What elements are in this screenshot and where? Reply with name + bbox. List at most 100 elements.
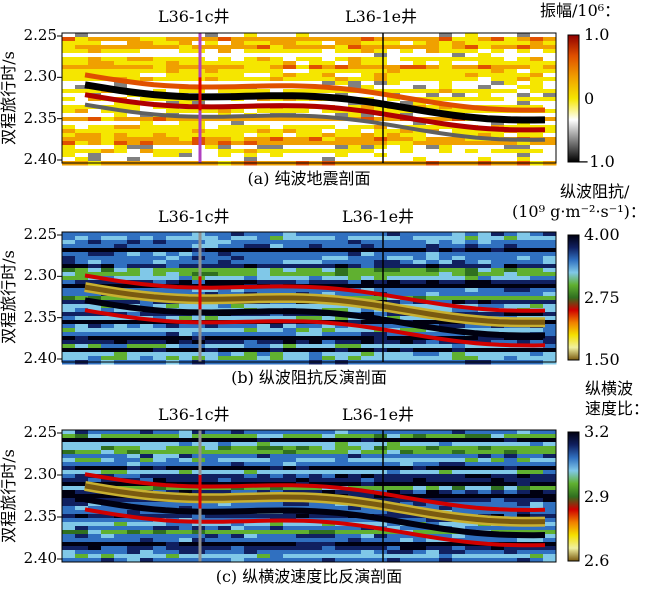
section-cell <box>231 280 245 285</box>
section-cell <box>387 522 401 527</box>
section-cell <box>465 93 479 98</box>
section-cell <box>127 73 141 78</box>
section-cell <box>244 288 258 293</box>
section-cell <box>439 45 453 50</box>
section-cell <box>283 272 297 277</box>
section-cell <box>166 438 180 443</box>
section-cell <box>374 478 388 483</box>
section-cell <box>218 478 232 483</box>
section-cell <box>270 470 284 475</box>
section-cell <box>283 89 297 94</box>
section-cell <box>257 53 271 58</box>
section-cell <box>75 49 89 54</box>
section-cell <box>413 125 427 130</box>
section-cell <box>543 57 557 62</box>
section-cell <box>426 145 440 150</box>
section-cell <box>309 248 323 253</box>
section-cell <box>283 73 297 78</box>
section-cell <box>88 522 102 527</box>
section-cell <box>75 344 89 349</box>
section-cell <box>309 340 323 345</box>
section-cell <box>348 57 362 62</box>
section-cell <box>374 137 388 142</box>
section-cell <box>75 244 89 249</box>
section-cell <box>270 45 284 50</box>
section-cell <box>491 442 505 447</box>
section-frame <box>61 231 557 363</box>
section-cell <box>517 312 531 317</box>
section-cell <box>166 502 180 507</box>
section-cell <box>153 260 167 265</box>
section-cell <box>413 336 427 341</box>
section-cell <box>309 137 323 142</box>
section-cell <box>296 256 310 261</box>
section-cell <box>517 256 531 261</box>
section-cell <box>270 288 284 293</box>
section-cell <box>257 438 271 443</box>
section-cell <box>257 81 271 86</box>
section-cell <box>166 336 180 341</box>
section-cell <box>101 478 115 483</box>
section-cell <box>153 45 167 50</box>
section-cell <box>153 145 167 150</box>
section-cell <box>361 284 375 289</box>
section-cell <box>322 109 336 114</box>
section-cell <box>348 105 362 110</box>
section-cell <box>322 502 336 507</box>
section-cell <box>465 458 479 463</box>
section-cell <box>426 264 440 269</box>
section-cell <box>218 69 232 74</box>
section-cell <box>465 280 479 285</box>
section-cell <box>465 356 479 361</box>
section-cell <box>478 494 492 499</box>
section-cell <box>491 41 505 46</box>
section-cell <box>283 522 297 527</box>
section-cell <box>322 344 336 349</box>
section-cell <box>114 450 128 455</box>
section-cell <box>504 312 518 317</box>
section-cell <box>335 442 349 447</box>
section-cell <box>179 466 193 471</box>
section-cell <box>75 145 89 150</box>
section-cell <box>88 458 102 463</box>
section-cell <box>114 554 128 559</box>
section-cell <box>140 324 154 329</box>
section-cell <box>426 356 440 361</box>
section-cell <box>517 260 531 265</box>
section-cell <box>322 550 336 555</box>
section-cell <box>257 272 271 277</box>
section-cell <box>504 268 518 273</box>
section-cell <box>231 530 245 535</box>
section-cell <box>439 546 453 551</box>
horizon-band <box>84 507 546 548</box>
section-cell <box>491 268 505 273</box>
section-cell <box>491 284 505 289</box>
section-cell <box>465 109 479 114</box>
section-cell <box>387 348 401 353</box>
section-cell <box>270 268 284 273</box>
section-cell <box>218 554 232 559</box>
section-cell <box>101 232 115 237</box>
section-cell <box>426 434 440 439</box>
section-cell <box>296 430 310 435</box>
section-cell <box>166 316 180 321</box>
section-cell <box>543 526 557 531</box>
section-cell <box>257 41 271 46</box>
section-cell <box>478 41 492 46</box>
section-cell <box>322 57 336 62</box>
section-cell <box>426 256 440 261</box>
section-cell <box>114 482 128 487</box>
section-cell <box>231 534 245 539</box>
section-cell <box>88 470 102 475</box>
section-cell <box>127 522 141 527</box>
section-cell <box>166 236 180 241</box>
section-cell <box>322 446 336 451</box>
section-cell <box>439 41 453 46</box>
section-cell <box>231 49 245 54</box>
section-cell <box>88 462 102 467</box>
well-label-e: L36-1e井 <box>342 405 415 424</box>
section-cell <box>153 312 167 317</box>
section-cell <box>530 133 544 138</box>
section-cell <box>283 450 297 455</box>
section-cell <box>296 438 310 443</box>
